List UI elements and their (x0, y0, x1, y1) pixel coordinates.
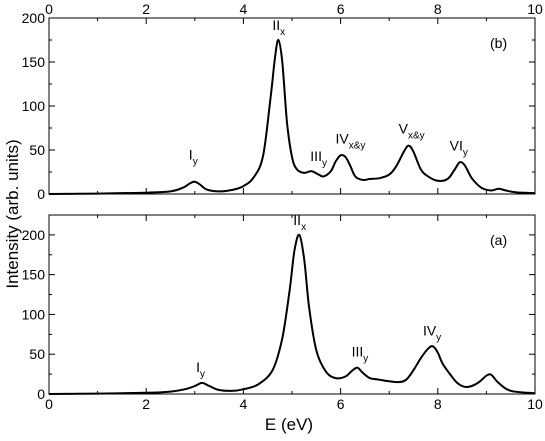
peak-label-main: IV (423, 322, 437, 338)
y-tick-label-a: 200 (22, 227, 46, 243)
x-tick-label-a: 8 (434, 396, 442, 412)
panel-label-b: (b) (490, 35, 507, 51)
peak-label-main: II (293, 212, 301, 228)
x-tick-label-a: 10 (527, 396, 543, 412)
peak-label-main: IV (335, 130, 349, 146)
peak-label-sub: y (463, 147, 468, 158)
spectrum-line-a (48, 233, 536, 395)
peak-label-b-5: Vx&y (399, 121, 425, 142)
panel-label-a: (a) (490, 232, 507, 248)
y-tick-label-b: 0 (37, 186, 45, 202)
peak-label-main: I (196, 359, 200, 375)
peak-label-main: III (310, 148, 322, 164)
y-tick-label-b: 200 (22, 10, 46, 26)
x-tick-label-b: 10 (527, 1, 543, 17)
peak-label-b-2: IIx (272, 17, 285, 38)
x-tick-label-b: 6 (337, 1, 345, 17)
x-tick-label-a: 2 (142, 396, 150, 412)
peak-label-main: V (399, 121, 409, 137)
x-tick-label-b: 0 (45, 1, 53, 17)
y-tick-label-a: 100 (22, 306, 46, 322)
peak-label-main: I (189, 147, 193, 163)
x-tick-label-b: 8 (434, 1, 442, 17)
x-tick-label-b: 4 (240, 1, 248, 17)
x-tick-label-a: 0 (45, 396, 53, 412)
peak-label-a-4: IVy (423, 322, 441, 343)
peak-label-main: II (272, 17, 280, 33)
peak-label-b-4: IVx&y (335, 130, 365, 151)
y-tick-label-b: 50 (29, 142, 45, 158)
y-tick-label-a: 150 (22, 267, 46, 283)
peak-label-b-3: IIIy (310, 148, 327, 169)
peak-label-sub: x (301, 222, 306, 233)
peak-label-sub: y (363, 354, 368, 365)
y-tick-label-a: 0 (37, 386, 45, 402)
peak-label-main: III (352, 344, 364, 360)
peak-label-sub: y (193, 157, 198, 168)
peak-label-sub: y (322, 158, 327, 169)
peak-label-b-6: VIy (450, 137, 468, 158)
y-tick-label-a: 50 (29, 346, 45, 362)
plot-frame-a (48, 214, 536, 395)
x-axis-title: E (eV) (265, 415, 313, 434)
peak-label-a-3: IIIy (352, 344, 369, 365)
peak-label-a-1: Iy (196, 359, 205, 380)
y-axis-title: Intensity (arb. units) (3, 139, 22, 288)
peak-label-sub: x&y (408, 131, 425, 142)
plot-frame-b (48, 17, 536, 195)
peak-label-sub: y (200, 369, 205, 380)
peak-label-b-1: Iy (189, 147, 198, 168)
peak-label-sub: x (280, 27, 285, 38)
x-tick-label-b: 2 (142, 1, 150, 17)
peak-label-sub: x&y (349, 140, 366, 151)
x-tick-label-a: 4 (240, 396, 248, 412)
peak-label-main: VI (450, 137, 463, 153)
x-tick-label-a: 6 (337, 396, 345, 412)
y-tick-label-b: 100 (22, 98, 46, 114)
peak-label-a-2: IIx (293, 212, 306, 233)
peak-label-sub: y (436, 332, 441, 343)
spectrum-line-b (48, 38, 536, 195)
y-tick-label-b: 150 (22, 54, 46, 70)
